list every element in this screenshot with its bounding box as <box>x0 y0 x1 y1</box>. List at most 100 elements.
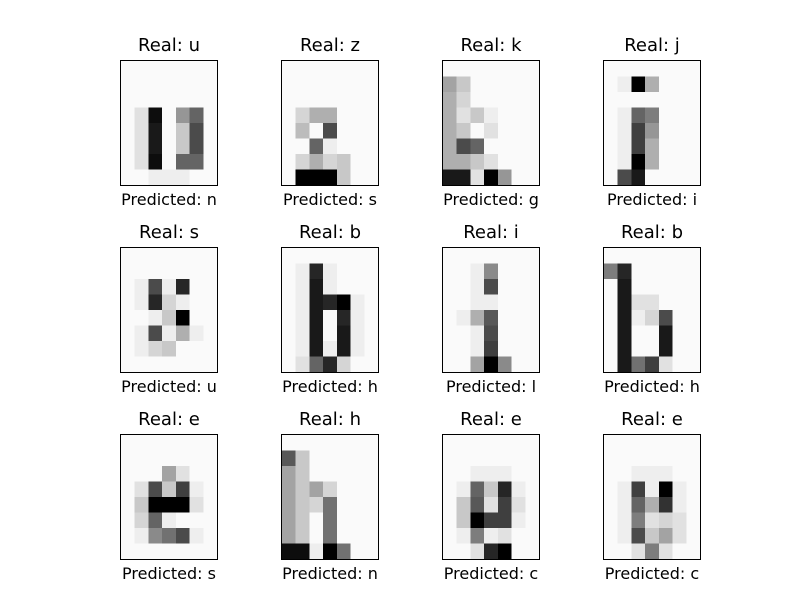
pixel-cell <box>470 481 485 498</box>
pixel-cell <box>295 92 310 108</box>
pixel-cell <box>282 263 296 280</box>
pixel-cell <box>175 481 190 498</box>
pixel-cell <box>497 248 512 264</box>
pixel-cell <box>323 310 338 326</box>
pixel-cell <box>658 356 673 372</box>
panel-12: Real: e Predicted: c <box>572 374 732 583</box>
pixel-cell <box>148 92 163 108</box>
pixel-cell <box>364 169 378 185</box>
pixel-cell <box>604 512 618 529</box>
pixel-cell <box>162 435 177 451</box>
pixel-cell <box>497 466 512 482</box>
pixel-cell <box>323 497 338 513</box>
pixel-cell <box>134 76 149 93</box>
pixel-cell <box>497 543 512 559</box>
pixel-cell <box>162 450 177 467</box>
pixel-cell <box>658 61 673 77</box>
pixel-cell <box>295 294 310 311</box>
pixel-cell <box>645 138 660 155</box>
pixel-cell <box>148 356 163 372</box>
pixel-cell <box>658 279 673 295</box>
pixel-cell <box>511 435 526 451</box>
pixel-cell <box>511 497 526 513</box>
pixel-cell <box>282 248 296 264</box>
pixel-cell <box>121 154 135 170</box>
pixel-cell <box>672 356 687 372</box>
pixel-cell <box>336 263 351 280</box>
panel-title: Real: k <box>460 35 522 56</box>
pixel-cell <box>631 279 646 295</box>
pixel-cell <box>282 107 296 124</box>
pixel-cell <box>350 356 365 372</box>
pixel-cell <box>121 279 135 295</box>
pixel-cell <box>162 123 177 139</box>
pixel-cell <box>350 154 365 170</box>
pixel-cell <box>323 341 338 357</box>
pixel-cell <box>631 107 646 124</box>
pixel-cell <box>148 294 163 311</box>
pixel-cell <box>364 512 378 529</box>
pixel-cell <box>309 497 324 513</box>
pixel-cell <box>282 497 296 513</box>
pixel-cell <box>443 61 457 77</box>
pixel-cell <box>645 154 660 170</box>
pixel-cell <box>456 512 471 529</box>
pixel-cell <box>672 263 687 280</box>
pixel-cell <box>470 356 485 372</box>
pixel-cell <box>203 279 217 295</box>
pixel-cell <box>309 92 324 108</box>
pixel-cell <box>350 138 365 155</box>
pixel-cell <box>295 279 310 295</box>
pixel-cell <box>617 543 632 559</box>
predicted-label: Predicted: u <box>121 377 217 396</box>
pixel-cell <box>525 107 539 124</box>
panel-6: Real: b Predicted: h <box>250 187 410 396</box>
pixel-cell <box>295 138 310 155</box>
pixel-cell <box>203 294 217 311</box>
panel-9: Real: e Predicted: s <box>89 374 249 583</box>
pixel-cell <box>470 466 485 482</box>
pixel-cell <box>604 310 618 326</box>
pixel-cell <box>511 341 526 357</box>
pixel-cell <box>203 107 217 124</box>
pixel-cell <box>295 512 310 529</box>
pixel-cell <box>323 294 338 311</box>
pixel-cell <box>323 528 338 544</box>
pixel-cell <box>323 325 338 342</box>
pixel-cell <box>658 528 673 544</box>
pixel-cell <box>525 543 539 559</box>
pixel-cell <box>672 497 687 513</box>
pixel-cell <box>672 248 687 264</box>
pixel-cell <box>148 263 163 280</box>
pixel-cell <box>484 435 499 451</box>
pixel-cell <box>336 450 351 467</box>
pixel-cell <box>604 107 618 124</box>
pixel-cell <box>525 528 539 544</box>
pixel-cell <box>470 263 485 280</box>
pixel-cell <box>617 138 632 155</box>
pixel-cell <box>631 497 646 513</box>
pixel-cell <box>456 466 471 482</box>
pixel-cell <box>470 450 485 467</box>
pixel-cell <box>525 123 539 139</box>
pixel-cell <box>686 341 700 357</box>
pixel-cell <box>323 61 338 77</box>
pixel-cell <box>604 528 618 544</box>
pixel-cell <box>511 123 526 139</box>
pixel-cell <box>456 528 471 544</box>
pixel-cell <box>282 76 296 93</box>
pixel-cell <box>175 543 190 559</box>
pixel-cell <box>162 512 177 529</box>
pixel-cell <box>631 248 646 264</box>
pixel-grid <box>121 61 217 185</box>
pixel-cell <box>511 248 526 264</box>
pixel-cell <box>604 92 618 108</box>
pixel-cell <box>282 279 296 295</box>
pixel-cell <box>686 138 700 155</box>
pixel-cell <box>470 61 485 77</box>
pixel-cell <box>309 481 324 498</box>
pixel-cell <box>175 169 190 185</box>
pixel-cell <box>189 123 204 139</box>
pixel-cell <box>295 435 310 451</box>
pixel-cell <box>525 169 539 185</box>
